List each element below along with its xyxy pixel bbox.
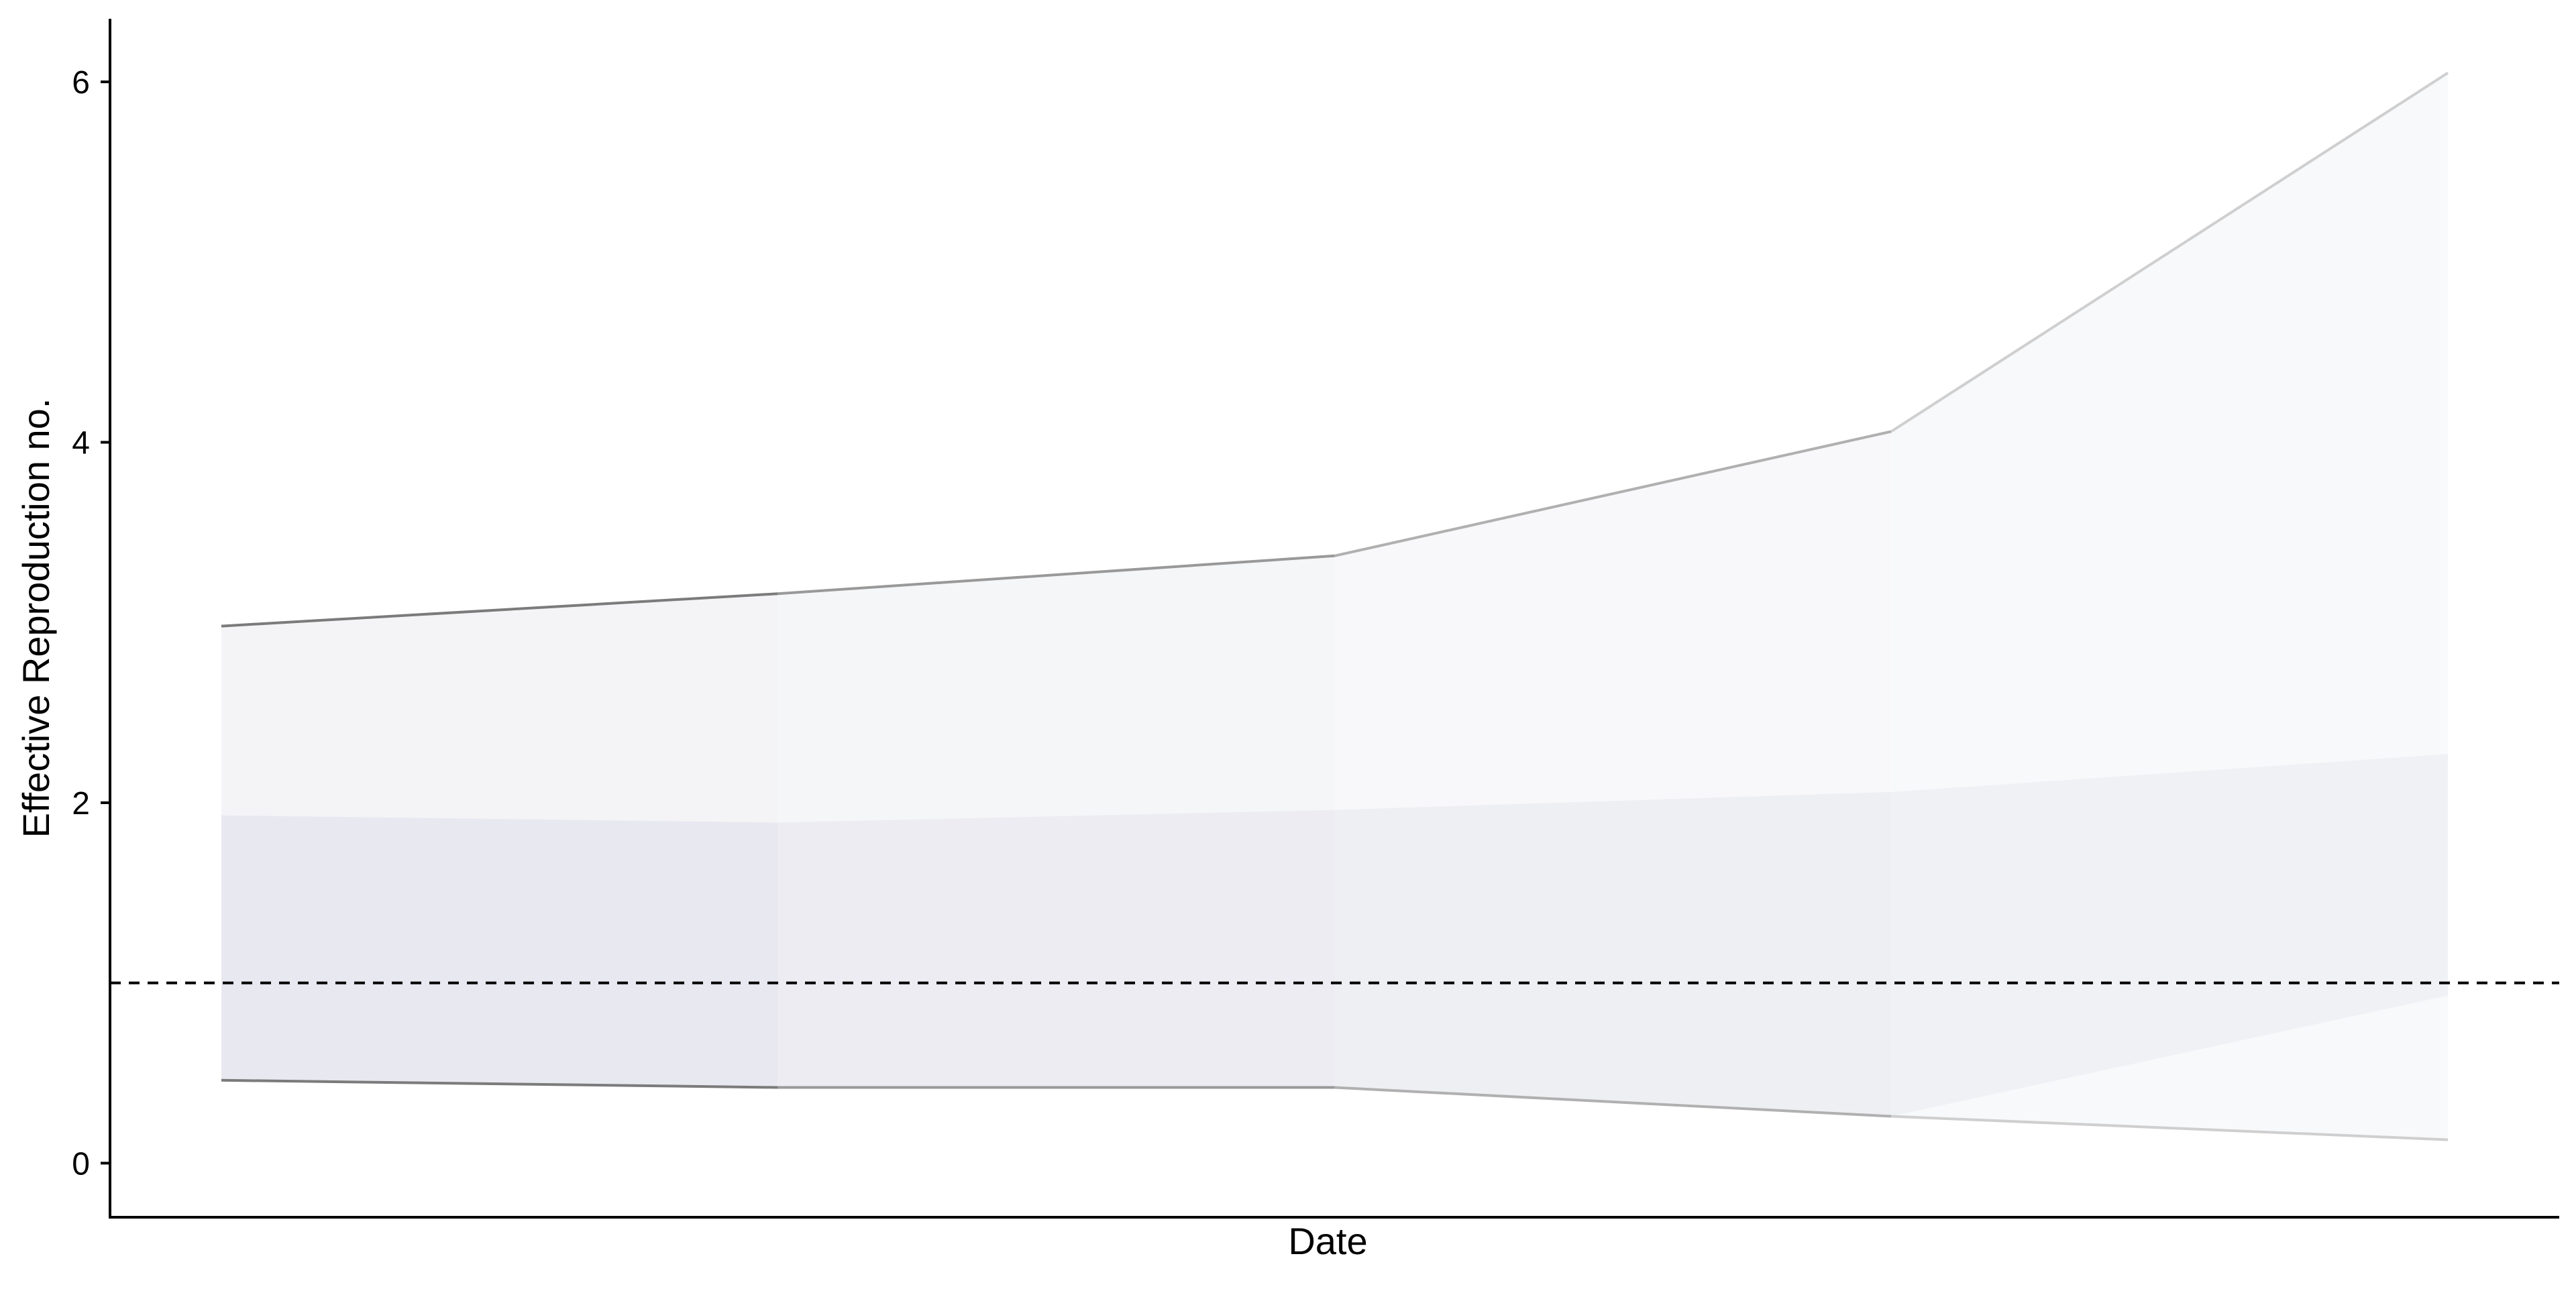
upper-bound-line-segment-3 — [1334, 430, 1892, 557]
lower-bound-line-segment-1 — [221, 1078, 778, 1089]
upper-bound-line-segment-1 — [221, 592, 778, 628]
upper-bound-line-segment-2 — [777, 554, 1335, 596]
y-axis-label: Effective Reproduction no. — [15, 398, 57, 838]
upper-bound-line-segment-4 — [1890, 71, 2449, 433]
lower-bound-line-segment-3 — [1334, 1086, 1892, 1118]
x-axis-label: Date — [1288, 1220, 1367, 1262]
y-tick-label-6: 6 — [72, 65, 90, 101]
y-tick-label-4: 4 — [72, 425, 90, 461]
inner-band-segment-2 — [777, 809, 1335, 1088]
inner-band-segment-3 — [1334, 791, 1892, 1117]
axes: 0 2 4 6 — [72, 19, 2559, 1219]
lower-bound-line-segment-4 — [1891, 1115, 2449, 1141]
y-ticks: 0 2 4 6 — [72, 65, 110, 1182]
inner-band-segment-4 — [1891, 754, 2449, 1117]
bound-lines-layer — [221, 71, 2449, 1141]
bands-layer — [221, 72, 2449, 1140]
y-tick-label-0: 0 — [72, 1146, 90, 1182]
y-tick-label-2: 2 — [72, 786, 90, 822]
inner-band-segment-1 — [221, 815, 778, 1088]
